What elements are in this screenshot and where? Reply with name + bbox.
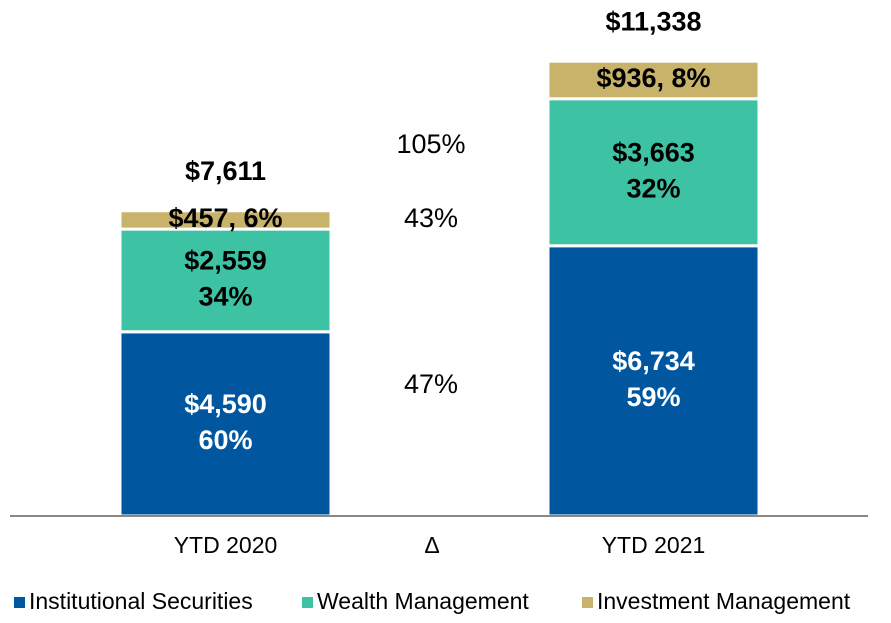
legend-label-institutional-securities: Institutional Securities [29, 588, 253, 614]
bar-wealth-management-0 [118, 227, 333, 334]
data-label-investment-management-0: $457, 6% [168, 203, 282, 233]
bar-wealth-management-1 [546, 97, 761, 248]
data-label-investment-management-1: $936, 8% [596, 63, 710, 93]
bars-group [118, 59, 761, 518]
legend-label-investment-management: Investment Management [597, 588, 851, 614]
total-label-1: $11,338 [605, 6, 701, 36]
legend: Institutional Securities Wealth Managemen… [14, 588, 851, 614]
bar-investment-management-0 [118, 209, 333, 231]
legend-swatch-investment-management [582, 597, 593, 608]
data-label-wealth-management-0: $2,559 [184, 246, 267, 276]
data-label-institutional-securities-0: $4,590 [184, 389, 267, 419]
delta-value-2: 105% [396, 129, 465, 159]
delta-label: Δ [424, 532, 439, 558]
category-label-1: YTD 2021 [602, 532, 706, 558]
data-label-institutional-securities-1: $6,734 [612, 346, 695, 376]
bar-institutional-securities-1 [546, 244, 761, 518]
labels-group: $4,590 60% $2,559 34% $457, 6% $7,611 YTD 2020… [168, 6, 710, 558]
legend-swatch-institutional-securities [14, 597, 25, 608]
data-label-wealth-management-0: 34% [198, 282, 252, 312]
data-label-institutional-securities-0: 60% [198, 425, 252, 455]
legend-swatch-wealth-management [302, 597, 313, 608]
bar-institutional-securities-0 [118, 330, 333, 518]
legend-label-wealth-management: Wealth Management [317, 588, 529, 614]
data-label-wealth-management-1: $3,663 [612, 137, 695, 167]
bar-investment-management-1 [546, 59, 761, 101]
delta-value-0: 47% [404, 369, 458, 399]
category-label-0: YTD 2020 [174, 532, 278, 558]
data-label-wealth-management-1: 32% [626, 173, 680, 203]
data-label-institutional-securities-1: 59% [626, 382, 680, 412]
total-label-0: $7,611 [185, 156, 266, 186]
delta-value-1: 43% [404, 203, 458, 233]
